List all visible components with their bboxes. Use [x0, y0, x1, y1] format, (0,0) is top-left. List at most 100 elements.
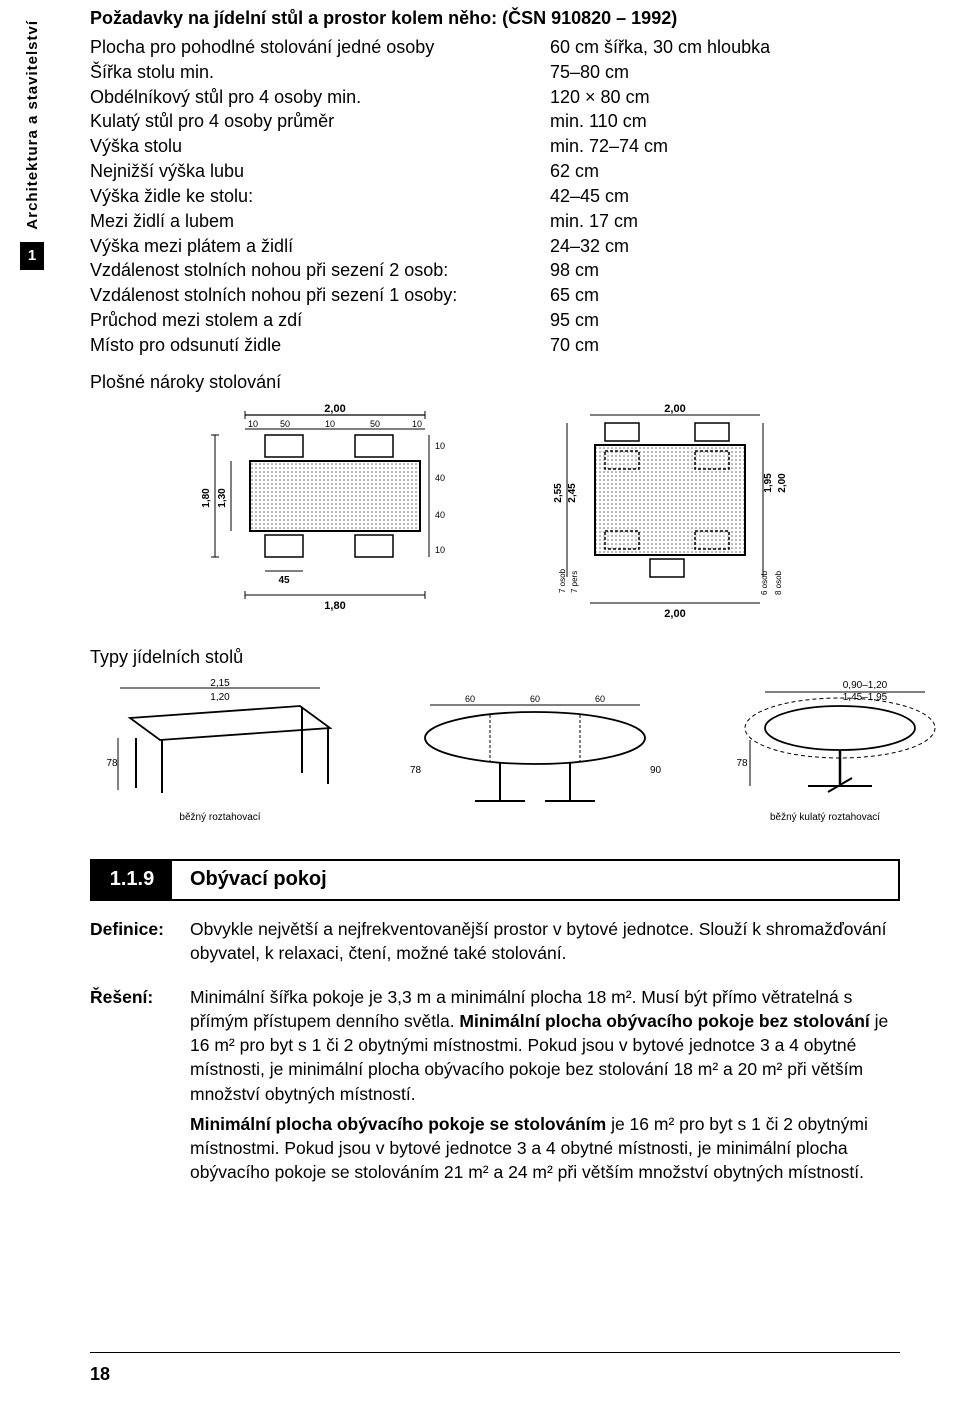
strong-span: Minimální plocha obývacího pokoje bez st… [459, 1011, 869, 1031]
svg-text:7 pers: 7 pers [570, 571, 579, 593]
svg-text:0,90–1,20: 0,90–1,20 [843, 680, 888, 691]
svg-text:7 osob: 7 osob [558, 568, 567, 593]
spec-row: Kulatý stůl pro 4 osoby průměrmin. 110 c… [90, 109, 900, 134]
spec-value: 98 cm [550, 258, 900, 283]
svg-text:50: 50 [370, 419, 380, 429]
spec-value: min. 72–74 cm [550, 134, 900, 159]
subhead-types: Typy jídelních stolů [90, 647, 900, 668]
table-oval-figure: 60 60 60 78 90 [390, 693, 670, 823]
spec-row: Vzdálenost stolních nohou při sezení 2 o… [90, 258, 900, 283]
side-tab: Architektura a stavitelství 1 [20, 20, 44, 270]
spec-label: Výška mezi plátem a židlí [90, 234, 550, 259]
spec-row: Nejnižší výška lubu62 cm [90, 159, 900, 184]
spec-label: Vzdálenost stolních nohou při sezení 2 o… [90, 258, 550, 283]
svg-text:60: 60 [465, 694, 475, 704]
spec-row: Vzdálenost stolních nohou při sezení 1 o… [90, 283, 900, 308]
solution-body: Minimální šířka pokoje je 3,3 m a minimá… [190, 985, 900, 1190]
strong-span: Minimální plocha obývacího pokoje se sto… [190, 1114, 606, 1134]
spec-row: Výška stolumin. 72–74 cm [90, 134, 900, 159]
svg-text:8 osob: 8 osob [774, 570, 783, 595]
spec-row: Mezi židlí a lubemmin. 17 cm [90, 209, 900, 234]
figure-caption: běžný kulatý roztahovací [710, 812, 940, 823]
side-block-number: 1 [20, 242, 44, 270]
table-types-figures: 2,15 1,20 78 běžný roztahovací 60 60 [90, 678, 900, 823]
spec-row: Šířka stolu min.75–80 cm [90, 60, 900, 85]
svg-text:90: 90 [650, 765, 662, 776]
table-rect-figure: 2,15 1,20 78 běžný roztahovací [90, 678, 350, 823]
svg-text:78: 78 [736, 758, 748, 769]
spec-value: 95 cm [550, 308, 900, 333]
spec-row: Obdélníkový stůl pro 4 osoby min.120 × 8… [90, 85, 900, 110]
solution-paragraph: Minimální šířka pokoje je 3,3 m a minimá… [190, 985, 900, 1106]
spec-label: Vzdálenost stolních nohou při sezení 1 o… [90, 283, 550, 308]
svg-text:1,20: 1,20 [210, 692, 230, 703]
spec-label: Šířka stolu min. [90, 60, 550, 85]
svg-text:2,00: 2,00 [664, 403, 685, 415]
solution-block: Řešení: Minimální šířka pokoje je 3,3 m … [90, 985, 900, 1190]
svg-text:1,45–1,95: 1,45–1,95 [843, 692, 888, 703]
solution-term: Řešení: [90, 985, 190, 1190]
spec-label: Mezi židlí a lubem [90, 209, 550, 234]
spec-value: 60 cm šířka, 30 cm hloubka [550, 35, 900, 60]
svg-text:2,00: 2,00 [664, 608, 685, 620]
page-number: 18 [90, 1364, 110, 1385]
spec-row: Výška židle ke stolu:42–45 cm [90, 184, 900, 209]
table-round-figure: 0,90–1,20 1,45–1,95 78 běžný kulatý rozt… [710, 678, 940, 823]
spec-label: Výška židle ke stolu: [90, 184, 550, 209]
svg-text:78: 78 [106, 758, 118, 769]
spec-value: 120 × 80 cm [550, 85, 900, 110]
svg-text:6 osob: 6 osob [760, 570, 769, 595]
spec-row: Průchod mezi stolem a zdí95 cm [90, 308, 900, 333]
spec-row: Plocha pro pohodlné stolování jedné osob… [90, 35, 900, 60]
dining-plan-figures: 2,00 10 50 10 50 10 1,80 1,30 [90, 403, 900, 623]
section-number: 1.1.9 [92, 861, 172, 899]
definition-text: Obvykle největší a nejfrekventovanější p… [190, 917, 900, 965]
spec-label: Místo pro odsunutí židle [90, 333, 550, 358]
spec-row: Místo pro odsunutí židle70 cm [90, 333, 900, 358]
svg-text:40: 40 [435, 510, 445, 520]
svg-text:2,45: 2,45 [567, 483, 578, 503]
solution-paragraph: Minimální plocha obývacího pokoje se sto… [190, 1112, 900, 1184]
figure-caption: běžný roztahovací [90, 812, 350, 823]
svg-text:1,80: 1,80 [201, 488, 212, 508]
svg-text:78: 78 [410, 765, 422, 776]
definition-term: Definice: [90, 917, 190, 971]
page-heading: Požadavky na jídelní stůl a prostor kole… [90, 8, 900, 29]
plan-diagram-left: 2,00 10 50 10 50 10 1,80 1,30 [195, 403, 455, 623]
footer-rule [90, 1352, 900, 1353]
svg-text:40: 40 [435, 473, 445, 483]
svg-text:1,95: 1,95 [763, 473, 774, 493]
spec-value: min. 17 cm [550, 209, 900, 234]
spec-label: Obdélníkový stůl pro 4 osoby min. [90, 85, 550, 110]
spec-label: Nejnižší výška lubu [90, 159, 550, 184]
svg-text:2,15: 2,15 [210, 678, 230, 689]
svg-text:2,55: 2,55 [553, 483, 564, 503]
plan-diagram-right: 2,00 2,55 2,45 1,95 2,00 7 osob 7 [535, 403, 795, 623]
section-title: Obývací pokoj [172, 861, 327, 899]
spec-table: Plocha pro pohodlné stolování jedné osob… [90, 35, 900, 358]
svg-text:60: 60 [530, 694, 540, 704]
spec-value: 62 cm [550, 159, 900, 184]
spec-value: 65 cm [550, 283, 900, 308]
spec-row: Výška mezi plátem a židlí24–32 cm [90, 234, 900, 259]
definition-block: Definice: Obvykle největší a nejfrekvent… [90, 917, 900, 971]
svg-text:10: 10 [325, 419, 335, 429]
spec-value: min. 110 cm [550, 109, 900, 134]
svg-text:1,80: 1,80 [324, 600, 345, 612]
svg-text:1,30: 1,30 [217, 488, 228, 508]
spec-label: Výška stolu [90, 134, 550, 159]
svg-text:60: 60 [595, 694, 605, 704]
section-bar: 1.1.9 Obývací pokoj [90, 859, 900, 901]
definition-body: Obvykle největší a nejfrekventovanější p… [190, 917, 900, 971]
svg-text:50: 50 [280, 419, 290, 429]
subhead-plosne: Plošné nároky stolování [90, 372, 900, 393]
spec-label: Průchod mezi stolem a zdí [90, 308, 550, 333]
svg-text:2,00: 2,00 [777, 473, 788, 493]
spec-value: 75–80 cm [550, 60, 900, 85]
svg-text:10: 10 [435, 441, 445, 451]
svg-text:10: 10 [435, 545, 445, 555]
svg-text:2,00: 2,00 [324, 403, 345, 415]
svg-text:45: 45 [278, 575, 290, 586]
side-label: Architektura a stavitelství [24, 20, 41, 230]
svg-text:10: 10 [248, 419, 258, 429]
